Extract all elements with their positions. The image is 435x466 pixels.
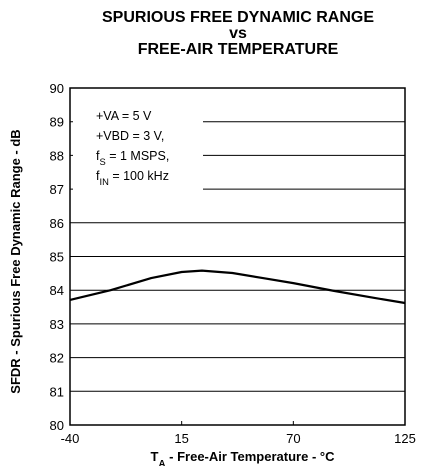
chart-title: FREE-AIR TEMPERATURE [138, 41, 339, 58]
annotation: fIN = 100 kHz [96, 169, 169, 187]
annotation: +VA = 5 V [96, 109, 152, 123]
y-tick-label: 90 [50, 81, 64, 96]
annotation-box [73, 96, 203, 194]
y-tick-label: 80 [50, 418, 64, 433]
y-tick-label: 81 [50, 384, 64, 399]
x-tick-label: 125 [394, 431, 416, 446]
subscript: IN [99, 177, 108, 187]
y-tick-label: 83 [50, 317, 64, 332]
text-part: = 1 MSPS, [106, 149, 170, 163]
x-axis-label: TA - Free-Air Temperature - °C [151, 449, 336, 466]
annotation: fS = 1 MSPS, [96, 149, 169, 167]
y-tick-label: 88 [50, 148, 64, 163]
x-tick-label: 15 [174, 431, 188, 446]
text-part: +VBD = 3 V, [96, 129, 164, 143]
text-part: f [96, 169, 100, 183]
y-tick-label: 86 [50, 216, 64, 231]
y-tick-label: 87 [50, 182, 64, 197]
y-axis-label: SFDR - Spurious Free Dynamic Range - dB [8, 129, 23, 393]
y-tick-label: 84 [50, 283, 64, 298]
text-part: +VA = 5 V [96, 109, 152, 123]
subscript: A [158, 459, 165, 466]
x-tick-label: -40 [61, 431, 80, 446]
chart-title: vs [229, 25, 247, 42]
subscript: S [99, 157, 105, 167]
text-part: = 100 kHz [109, 169, 169, 183]
y-tick-label: 82 [50, 351, 64, 366]
text-part: T [151, 449, 159, 464]
text-part: - Free-Air Temperature - °C [166, 449, 336, 464]
annotation: +VBD = 3 V, [96, 129, 164, 143]
y-tick-label: 85 [50, 250, 64, 265]
text-part: f [96, 149, 100, 163]
data-line [69, 269, 406, 305]
y-tick-label: 89 [50, 115, 64, 130]
chart-title: SPURIOUS FREE DYNAMIC RANGE [102, 9, 374, 26]
plot-frame [69, 87, 406, 426]
x-tick-label: 70 [286, 431, 300, 446]
